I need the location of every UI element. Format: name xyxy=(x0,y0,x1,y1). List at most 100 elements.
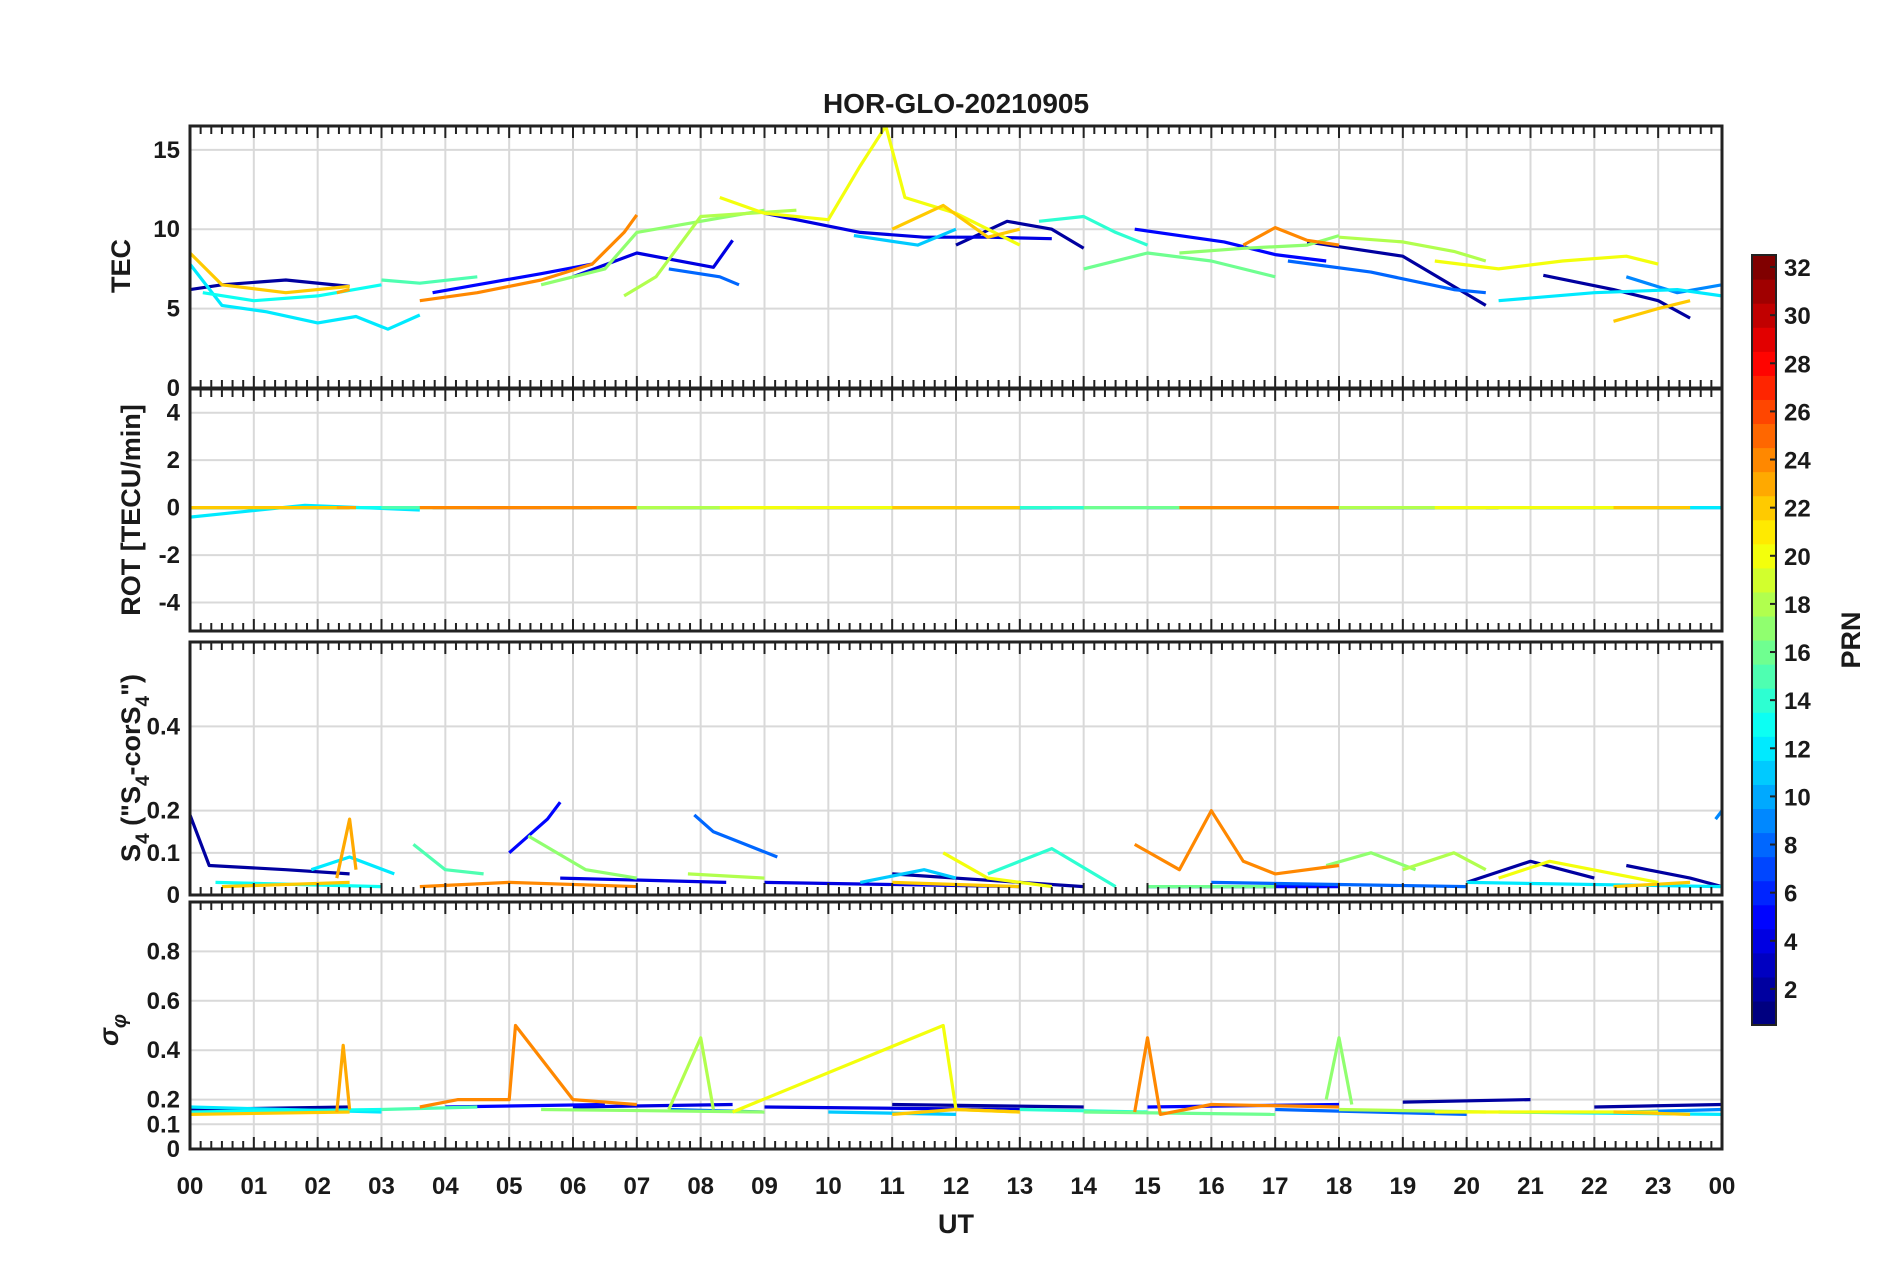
xtick-label: 17 xyxy=(1262,1173,1289,1200)
xtick-label: 00 xyxy=(1709,1173,1736,1200)
series-line-prn17-s4 xyxy=(527,834,638,880)
xtick-label: 20 xyxy=(1453,1173,1480,1200)
ytick-rot: -2 xyxy=(159,542,180,569)
series-line-prn5-s4 xyxy=(508,801,562,855)
series-line-prn9-tec xyxy=(1625,275,1722,295)
colorbar-tick-label: 8 xyxy=(1784,833,1797,860)
y-label-s4: S4 ("S4-corS4") xyxy=(116,674,154,862)
series-line-prn24-s4 xyxy=(419,880,637,889)
series-line-prn20-tec xyxy=(1434,254,1659,271)
series-line-prn22-tec xyxy=(891,203,1021,239)
series-line-prn17-sigma xyxy=(1324,1036,1354,1105)
s4-label-rest: ("S xyxy=(116,786,146,833)
series-line-prn24-sigma xyxy=(419,1023,637,1109)
colorbar-swatch xyxy=(1752,615,1776,641)
series-line-prn8-tec xyxy=(1287,259,1486,295)
panel-rot-frame xyxy=(188,387,1724,633)
colorbar-tick-label: 20 xyxy=(1784,544,1811,571)
s4-label-rest3: ") xyxy=(116,674,146,696)
ytick-rot: 0 xyxy=(167,495,180,522)
series-line-prn23-sigma xyxy=(335,1043,352,1113)
series-line-prn12-tec xyxy=(1498,288,1722,303)
xtick-label: 09 xyxy=(751,1173,778,1200)
ytick-tec: 5 xyxy=(167,296,180,323)
colorbar-swatch xyxy=(1752,519,1776,545)
xtick-label: 16 xyxy=(1198,1173,1225,1200)
ytick-rot: -4 xyxy=(159,590,181,617)
series-line-prn13-sigma xyxy=(190,1107,382,1114)
colorbar-tick-label: 24 xyxy=(1784,448,1811,475)
ytick-tec: 0 xyxy=(167,375,180,402)
series-line-prn18-sigma xyxy=(667,1036,715,1111)
ytick-tec: 15 xyxy=(153,137,180,164)
series-line-prn18-tec xyxy=(1338,235,1487,263)
panel-s4-frame xyxy=(188,640,1724,897)
colorbar-tick-label: 10 xyxy=(1784,784,1811,811)
panel-tec: 0 5 10 15 xyxy=(153,124,1724,402)
series-group-s4 xyxy=(190,801,1722,889)
xtick-label: 03 xyxy=(368,1173,395,1200)
series-line-prn15-tec xyxy=(381,275,478,285)
colorbar-tick-label: 18 xyxy=(1784,592,1811,619)
chart-title: HOR-GLO-20210905 xyxy=(823,88,1089,119)
series-line-prn11-s4 xyxy=(859,868,957,884)
ytick-s4: 0.1 xyxy=(147,840,180,867)
series-group-tec xyxy=(190,126,1722,331)
colorbar-swatch xyxy=(1752,952,1776,978)
colorbar-swatch xyxy=(1752,423,1776,449)
series-line-prn18-s4 xyxy=(1402,851,1487,872)
y-label-rot: ROT [TECU/min] xyxy=(116,404,146,615)
xtick-label: 18 xyxy=(1326,1173,1353,1200)
series-line-prn14-tec xyxy=(1038,214,1149,247)
xtick-label: 11 xyxy=(879,1173,904,1200)
series-line-prn8-tec xyxy=(668,267,740,287)
colorbar-tick-label: 4 xyxy=(1784,929,1798,956)
series-line-prn17-s4 xyxy=(1325,851,1417,872)
series-line-prn2-tec xyxy=(1542,273,1691,320)
series-line-prn23-tec xyxy=(336,288,350,295)
colorbar-tick-label: 26 xyxy=(1784,399,1811,426)
series-line-prn22-sigma xyxy=(892,1107,1020,1116)
series-line-prn8-sigma xyxy=(1275,1107,1467,1116)
colorbar-swatch xyxy=(1752,1000,1776,1026)
panel-sigma-frame xyxy=(188,900,1724,1151)
colorbar-tick-label: 2 xyxy=(1784,977,1797,1004)
series-group-rot xyxy=(190,503,1722,519)
series-line-prn4-tec xyxy=(572,239,734,279)
panel-s4: 0 0.1 0.2 0.4 xyxy=(147,640,1724,909)
colorbar-tick-label: 6 xyxy=(1784,881,1797,908)
colorbar-swatch xyxy=(1752,327,1776,352)
colorbar-swatch xyxy=(1752,567,1776,593)
series-line-prn17-sigma xyxy=(541,1107,765,1114)
ytick-sigma: 0.6 xyxy=(147,988,180,1015)
sigma-label-sigma: σ xyxy=(94,1027,124,1046)
series-line-prn8-s4 xyxy=(693,813,778,859)
xtick-label: 08 xyxy=(687,1173,714,1200)
colorbar-swatch xyxy=(1752,664,1776,689)
series-line-prn15-sigma xyxy=(381,1105,478,1112)
series-line-prn24-s4 xyxy=(1133,809,1340,876)
series-line-prn24-tec xyxy=(1242,226,1340,247)
colorbar-swatch xyxy=(1752,712,1776,737)
series-line-prn18-tec xyxy=(623,208,797,298)
colorbar-swatch xyxy=(1752,856,1776,882)
series-line-prn24-sigma xyxy=(1133,1036,1340,1116)
xtick-label: 15 xyxy=(1134,1173,1161,1200)
series-line-prn17-tec xyxy=(540,208,765,287)
colorbar-label: PRN xyxy=(1836,611,1866,668)
panel-sigma: 00.10.2 0.4 0.6 0.8 xyxy=(147,900,1724,1163)
xtick-label: 19 xyxy=(1389,1173,1416,1200)
xtick-label: 06 xyxy=(560,1173,587,1200)
series-line-prn18-s4 xyxy=(687,872,765,880)
colorbar-tick-label: 32 xyxy=(1784,255,1811,282)
s4-label-sub1: 4 xyxy=(133,833,154,844)
series-line-prn22-tec xyxy=(1613,299,1691,323)
s4-label-sub3: 4 xyxy=(133,695,154,706)
colorbar-swatch xyxy=(1752,375,1776,400)
xtick-label: 12 xyxy=(943,1173,970,1200)
series-line-prn20-s4 xyxy=(942,851,1053,889)
colorbar-tick-label: 16 xyxy=(1784,640,1811,667)
